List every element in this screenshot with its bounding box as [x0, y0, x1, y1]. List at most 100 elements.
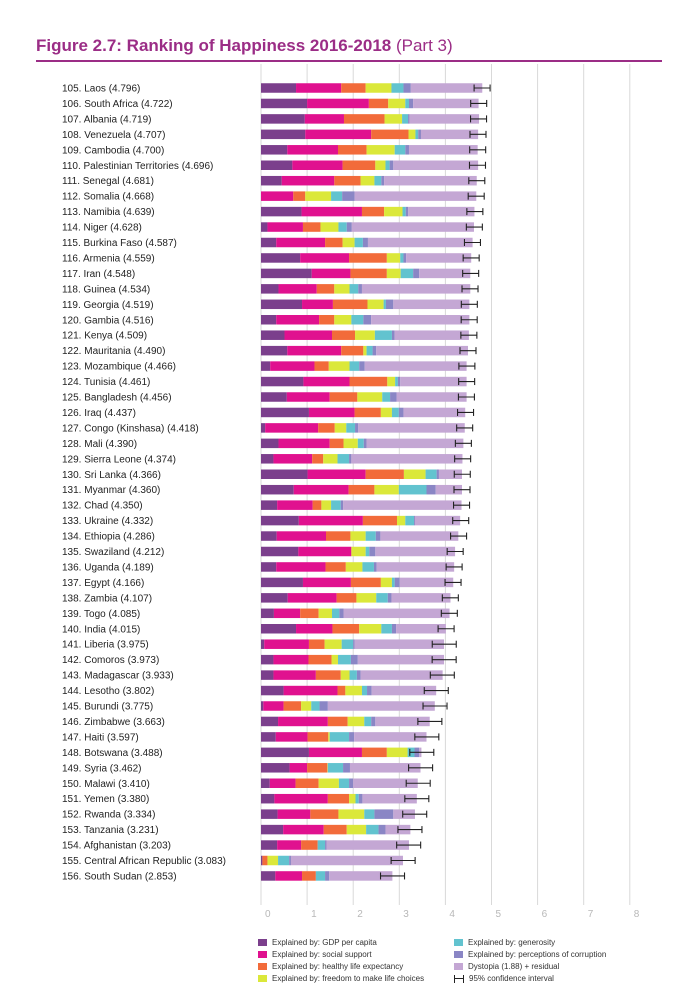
row-label: 133. Ukraine (4.332) [62, 516, 153, 527]
bar-segment [320, 222, 339, 232]
bar-segment [386, 268, 401, 279]
bar-segment [261, 407, 309, 418]
bar-segment [358, 423, 465, 433]
bar-segment [307, 469, 366, 479]
bar-segment [261, 253, 301, 263]
bar-segment [346, 824, 367, 835]
bar-segment [338, 778, 350, 788]
bar-segment [361, 206, 385, 217]
bar-segment [261, 685, 284, 696]
bar-segment [261, 191, 294, 201]
bar-segment [373, 562, 377, 572]
bar-segment [302, 222, 321, 232]
bar-segment [261, 392, 287, 402]
bar-segment [356, 593, 377, 603]
bar-segment [319, 701, 328, 711]
bar-segment [331, 191, 343, 201]
row-label: 125. Bangladesh (4.456) [62, 393, 172, 404]
bar-segment [338, 222, 347, 232]
bar-segment [281, 175, 335, 186]
bar-segment [261, 361, 271, 371]
bar-segment [381, 624, 392, 634]
legend-label: 95% confidence interval [469, 974, 554, 983]
bar-segment [290, 855, 403, 866]
bar-segment [342, 237, 355, 248]
bar-segment [289, 763, 308, 773]
legend-item: Explained by: social support [258, 950, 372, 959]
row-label: 120. Gambia (4.516) [62, 315, 154, 326]
bar-segment [396, 624, 446, 634]
bar-segment [375, 160, 386, 170]
bar-segment [261, 531, 277, 541]
bar-segment [261, 747, 309, 758]
bar-segment [295, 778, 319, 788]
bar-segment [329, 732, 350, 742]
bar-segment [355, 793, 359, 804]
bar-segment [357, 654, 445, 665]
bar-segment [390, 392, 397, 402]
bar-segment [341, 639, 354, 649]
bar-segment [301, 206, 362, 217]
bar-segment [308, 639, 325, 649]
bar-segment [414, 515, 461, 526]
row-label: 151. Yemen (3.380) [62, 794, 149, 805]
bar-segment [415, 129, 419, 140]
bar-segment [380, 577, 392, 588]
bar-segment [408, 145, 478, 155]
bar-segment [318, 608, 332, 619]
bar-segment [419, 268, 471, 279]
row-label: 138. Zambia (4.107) [62, 593, 152, 604]
bar-segment [362, 562, 374, 572]
bar-segment [375, 531, 381, 541]
row-label: 146. Zimbabwe (3.663) [62, 717, 165, 728]
confidence-interval-icon [454, 974, 464, 983]
bar-segment [396, 392, 467, 402]
bar-segment [334, 315, 352, 325]
bar-segment [384, 175, 477, 186]
bar-segment [354, 191, 477, 201]
bar-segment [398, 484, 427, 495]
bar-segment [366, 345, 373, 356]
bar-segment [366, 824, 379, 835]
bar-segment [364, 809, 375, 819]
legend-label: Explained by: generosity [468, 938, 556, 947]
legend-item: Explained by: healthy life expectancy [258, 962, 403, 971]
bar-segment [303, 376, 350, 387]
bar-segment [308, 654, 332, 665]
bar-segment [287, 345, 342, 356]
bar-segment [418, 129, 421, 140]
bar-segment [341, 345, 364, 356]
bar-segment [369, 546, 376, 557]
bar-segment [338, 809, 365, 819]
bar-segment [403, 469, 426, 479]
bar-segment [273, 608, 301, 619]
bar-segment [301, 701, 312, 711]
bar-segment [343, 763, 350, 773]
bar-segment [389, 160, 394, 170]
bar-segment [267, 855, 279, 866]
bar-segment [420, 129, 479, 140]
bar-segment [261, 608, 274, 619]
bar-segment [391, 624, 397, 634]
bar-segment [308, 407, 355, 418]
bar-segment [318, 778, 339, 788]
bar-segment [265, 423, 319, 433]
bar-segment [391, 577, 395, 588]
bar-segment [354, 639, 445, 649]
bar-segment [349, 284, 359, 294]
bar-segment [402, 206, 406, 217]
bar-segment [385, 299, 394, 310]
bar-segment [438, 469, 462, 479]
bar-segment [357, 392, 383, 402]
bar-segment [283, 701, 302, 711]
bar-segment [343, 500, 462, 510]
bar-segment [261, 114, 305, 124]
row-label: 122. Mauritania (4.490) [62, 346, 165, 357]
bar-segment [305, 191, 332, 201]
x-tick-label: 6 [542, 909, 548, 920]
bar-segment [386, 747, 408, 758]
bar-segment [343, 608, 450, 619]
bar-segment [273, 454, 313, 464]
bar-segment [341, 83, 366, 93]
bar-segment [336, 593, 357, 603]
